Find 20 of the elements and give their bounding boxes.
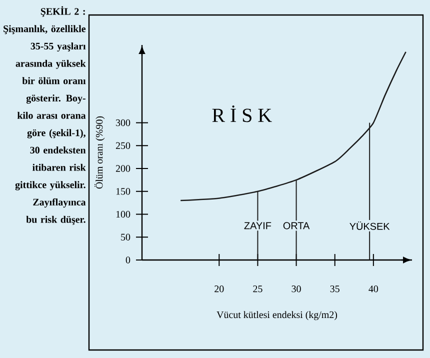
x-axis-title: Vücut kütlesi endeksi (kg/m2) [216,311,338,320]
annotation: R İ S K [212,105,272,122]
y-tick-label: 200 [116,165,130,172]
y-tick-label: 50 [121,234,130,240]
annotation: ORTA [283,222,310,230]
y-tick-label: 300 [116,119,130,126]
x-tick-label: 35 [330,286,340,292]
x-tick-label: 25 [253,286,262,292]
annotation: YÜKSEK [350,221,390,230]
y-tick-label: 250 [116,142,130,149]
annotation: ZAYIF [244,222,272,230]
x-tick-label: 20 [214,286,224,292]
y-tick-label: 150 [116,188,130,195]
y-axis-title: Ölüm oranı (%90) [94,116,105,189]
y-tick-label: 0 [126,256,130,264]
chart-title: ŞEKİL 2 : [40,6,85,17]
x-tick-label: 30 [292,286,301,292]
y-tick-label: 100 [116,210,130,218]
x-tick-label: 40 [368,286,378,292]
text: Şişmanlık, özellikle 35-55 yaşları arasında yüksek bir ölüm oranı gösterir. Boy-kilo arası orana göre (şekil-1), 30 endeksten itibaren risk gittikce yükselir. Zayıflayınca bu risk düşer. [4,25,86,225]
